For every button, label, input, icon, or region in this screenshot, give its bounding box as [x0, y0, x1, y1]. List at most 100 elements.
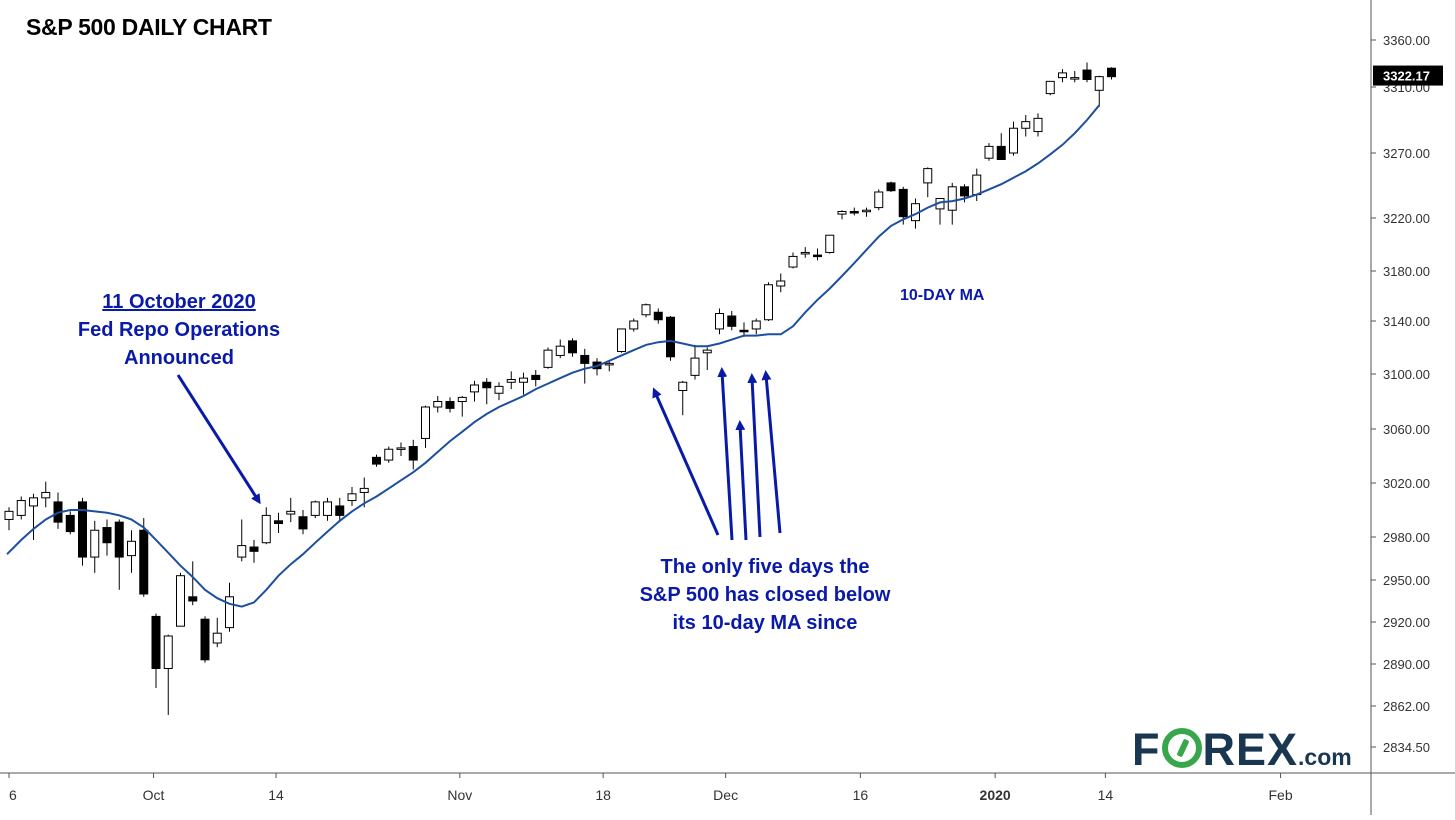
annotation-line: The only five days the: [660, 556, 870, 578]
candle-body: [1021, 121, 1031, 129]
candle-body: [470, 384, 479, 393]
logo-o-icon: [1161, 728, 1202, 768]
candle-body: [1009, 127, 1018, 154]
candle-body: [408, 446, 418, 461]
candle-body: [947, 186, 957, 211]
candle-body: [1045, 80, 1055, 95]
y-tick-label: 3180.00: [1383, 264, 1430, 279]
candle-body: [335, 505, 345, 516]
candle-body: [543, 349, 553, 368]
candle-body: [653, 311, 663, 321]
candle-body: [1033, 117, 1043, 133]
annotation-line: Announced: [124, 347, 234, 369]
y-tick-label: 3360.00: [1383, 33, 1430, 48]
candle-body: [457, 396, 467, 402]
candle-body: [984, 145, 994, 159]
candle-body: [923, 168, 933, 184]
annotation-arrow: [717, 367, 734, 541]
candle-body: [886, 182, 896, 192]
candle-body: [764, 284, 773, 321]
candle-body: [188, 596, 198, 602]
annotation-line: S&P 500 has closed below: [639, 584, 891, 606]
candle-body: [788, 255, 798, 268]
candle-body: [898, 188, 908, 218]
candle-body: [996, 145, 1006, 160]
arrows-group: [176, 367, 782, 541]
candle-body: [298, 516, 308, 530]
candle-body: [139, 529, 149, 595]
candle-body: [972, 174, 982, 196]
logo-text: REX: [1202, 724, 1299, 775]
logo-text: F: [1132, 724, 1161, 775]
candle-body: [739, 329, 749, 333]
y-tick-label: 2834.50: [1383, 740, 1430, 755]
chart-title: S&P 500 DAILY CHART: [26, 14, 272, 40]
ma-10-line: [6, 104, 1101, 608]
candle-body: [776, 280, 786, 287]
x-tick-label: 2020: [980, 787, 1011, 803]
candle-body: [506, 379, 516, 383]
y-tick-label: 2862.00: [1383, 699, 1430, 714]
y-tick-label: 3100.00: [1383, 367, 1430, 382]
candle-body: [666, 316, 675, 358]
candle-body: [127, 540, 136, 557]
x-tick-label: 16: [853, 787, 869, 803]
logo-suffix: .com: [1298, 744, 1352, 770]
candle-body: [384, 448, 394, 461]
candle-body: [225, 596, 234, 629]
candle-body: [261, 514, 271, 544]
x-tick-label: Dec: [713, 787, 738, 803]
candle-body: [310, 501, 320, 516]
candle-body: [1058, 72, 1067, 79]
last-price-badge: [1373, 65, 1443, 86]
candle-body: [29, 497, 38, 507]
annotation-line: its 10-day MA since: [672, 612, 858, 634]
annotation-date: 11 October 2020: [102, 291, 256, 313]
candle-body: [751, 320, 761, 330]
annotation-arrow: [761, 370, 782, 534]
x-tick-label: Oct: [143, 787, 165, 803]
candle-body: [114, 521, 124, 558]
candle-body: [727, 315, 737, 327]
candles-group: [4, 62, 1116, 715]
candle-body: [249, 546, 259, 552]
candle-body: [862, 209, 871, 213]
annotation-arrow: [176, 374, 261, 505]
y-tick-label: 2950.00: [1383, 573, 1430, 588]
candle-body: [396, 447, 406, 450]
candle-body: [800, 251, 810, 255]
y-tick-label: 2890.00: [1383, 657, 1430, 672]
candle-body: [531, 374, 541, 380]
candle-body: [212, 632, 222, 644]
candle-body: [433, 401, 443, 408]
candle-body: [702, 349, 712, 354]
annotation-arrow: [735, 420, 748, 541]
candle-body: [1082, 69, 1092, 80]
candle-body: [16, 500, 26, 516]
candle-body: [90, 529, 100, 558]
candle-body: [372, 456, 381, 465]
x-tick-label: Feb: [1268, 787, 1292, 803]
candle-body: [960, 186, 969, 197]
candle-body: [4, 510, 14, 520]
annotation-arrow: [747, 373, 762, 538]
x-tick-label: 18: [595, 787, 611, 803]
candle-body: [151, 615, 161, 670]
y-tick-label: 3060.00: [1383, 422, 1430, 437]
candle-body: [102, 527, 112, 544]
candle-body: [359, 487, 369, 493]
y-tick-label: 2980.00: [1383, 530, 1430, 545]
ma-label: 10-DAY MA: [900, 287, 985, 304]
annotation-fed-repo: 11 October 2020 Fed Repo Operations Anno…: [60, 288, 298, 372]
candle-body: [568, 340, 577, 354]
x-tick-label: 14: [268, 787, 284, 803]
candle-body: [825, 234, 835, 253]
candle-body: [41, 491, 51, 499]
last-price-label: 3322.17: [1383, 69, 1430, 84]
candle-body: [1107, 67, 1116, 78]
candle-body: [1094, 76, 1104, 91]
